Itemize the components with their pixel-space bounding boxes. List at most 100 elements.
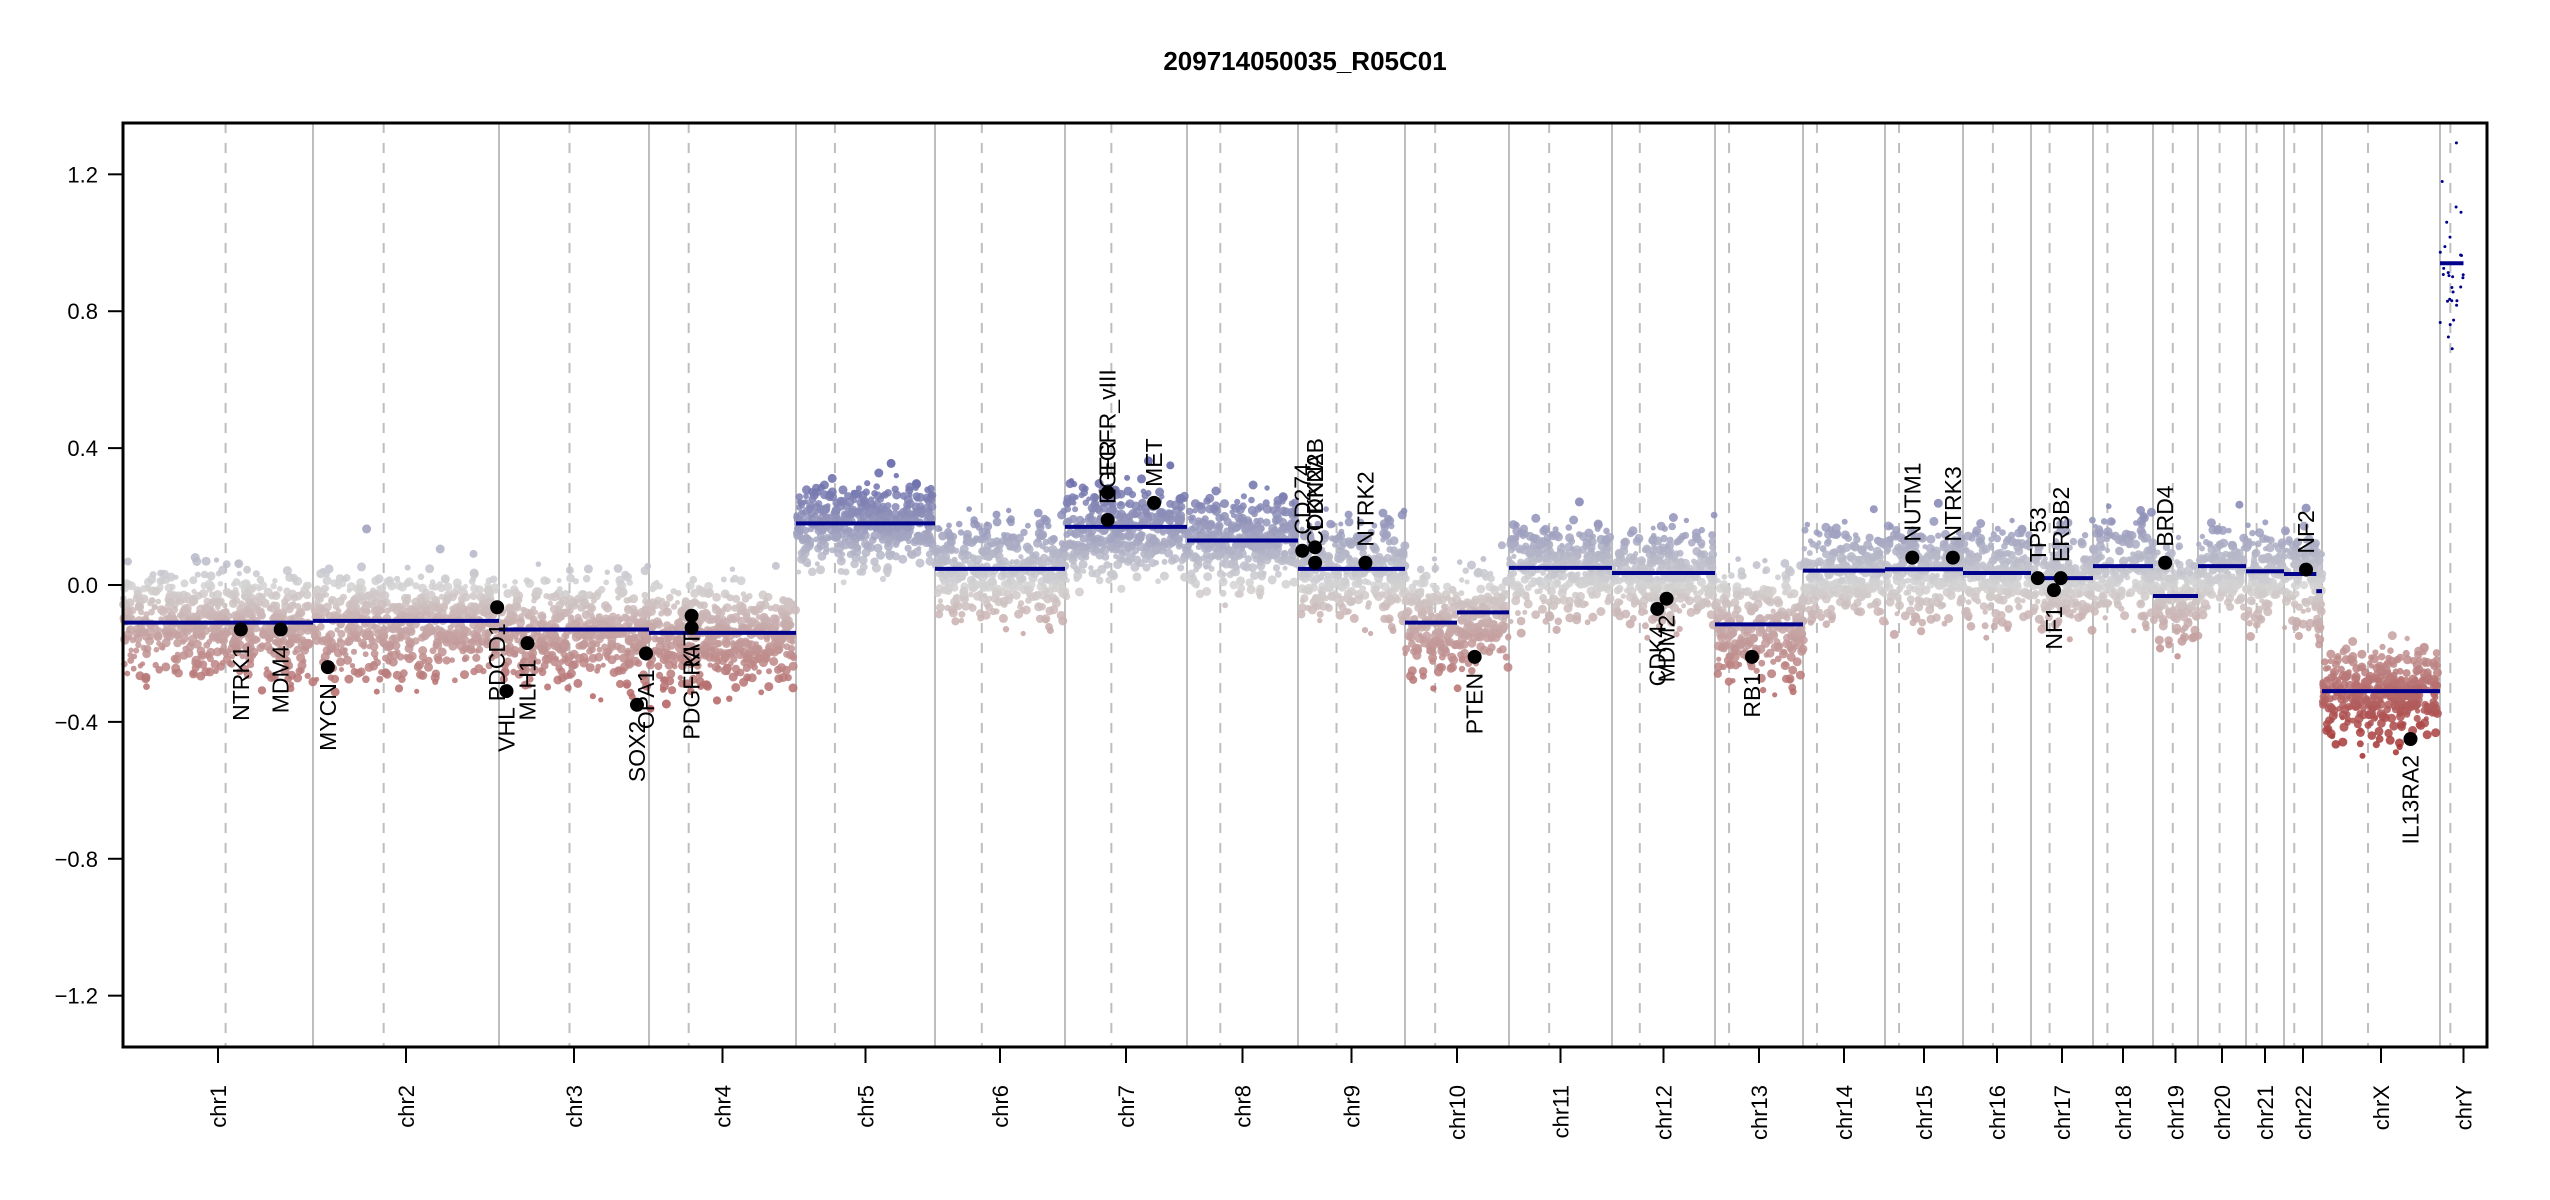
probe-point [1357, 594, 1364, 600]
probe-point [723, 617, 731, 626]
probe-point [577, 590, 587, 599]
probe-point [1460, 630, 1470, 640]
probe-point [198, 660, 208, 669]
probe-point [1456, 559, 1463, 565]
probe-point [428, 582, 437, 591]
probe-point [823, 541, 830, 548]
probe-point [1280, 510, 1287, 517]
probe-point [675, 600, 680, 605]
probe-point [843, 510, 852, 518]
probe-point [424, 597, 431, 604]
probe-point [427, 626, 437, 636]
probe-point [556, 586, 563, 592]
probe-point [539, 613, 547, 621]
probe-point [293, 645, 302, 654]
probe-point [295, 624, 302, 631]
probe-point [1196, 561, 1202, 567]
probe-point [583, 564, 593, 574]
probe-point [1301, 572, 1307, 578]
probe-point [967, 582, 973, 589]
probe-point [613, 564, 623, 573]
probe-point [700, 650, 710, 660]
probe-point [432, 596, 440, 603]
probe-point [614, 586, 624, 596]
probe-point [1480, 556, 1487, 562]
probe-point [873, 483, 880, 490]
probe-point [339, 667, 344, 672]
probe-point [1429, 582, 1436, 589]
probe-point [442, 656, 451, 665]
probe-point [436, 581, 444, 588]
probe-point [681, 652, 688, 659]
probe-point [565, 566, 574, 575]
probe-point [945, 577, 955, 587]
probe-point [283, 587, 291, 596]
probe-point [972, 536, 979, 543]
probe-point [896, 533, 906, 542]
probe-point [802, 485, 811, 495]
probe-point [808, 567, 817, 577]
probe-point [1402, 575, 1410, 583]
probe-point [344, 674, 354, 684]
probe-point [556, 578, 562, 583]
probe-point [948, 608, 958, 618]
probe-point [898, 554, 908, 564]
probe-point [141, 674, 151, 684]
probe-point [461, 592, 471, 602]
probe-point [1698, 542, 1705, 549]
probe-point [236, 604, 245, 613]
probe-point [1567, 602, 1574, 608]
probe-point [462, 583, 468, 590]
probe-point [1254, 529, 1264, 539]
probe-point [1403, 596, 1409, 602]
probe-point [1546, 555, 1554, 563]
probe-point [1594, 526, 1601, 532]
probe-point [801, 526, 810, 535]
probe-point [946, 522, 952, 529]
probe-point [871, 490, 878, 497]
probe-point [442, 597, 451, 606]
probe-point [137, 663, 144, 669]
probe-point [1514, 610, 1521, 616]
probe-point [1153, 512, 1159, 519]
probe-point [1517, 558, 1525, 567]
probe-point [1176, 514, 1185, 523]
probe-point [205, 605, 211, 610]
probe-point [557, 667, 566, 676]
probe-point [1448, 662, 1457, 672]
probe-point [411, 637, 420, 645]
probe-point [1219, 514, 1225, 521]
probe-point [271, 591, 281, 601]
probe-point [1475, 632, 1485, 642]
probe-point [763, 636, 771, 643]
probe-point [710, 653, 719, 663]
probe-point [1512, 526, 1522, 536]
probe-point [453, 607, 463, 617]
probe-point [729, 566, 736, 572]
probe-point [266, 673, 276, 682]
probe-point [870, 531, 879, 540]
probe-point [1531, 513, 1541, 523]
probe-point [835, 543, 845, 553]
probe-point [614, 666, 624, 676]
probe-point [1426, 648, 1433, 655]
probe-point [470, 602, 478, 610]
probe-point [536, 644, 543, 651]
probe-point [803, 493, 809, 500]
probe-point [380, 591, 390, 601]
probe-point [559, 596, 569, 606]
probe-point [1168, 556, 1177, 565]
probe-point [260, 598, 270, 608]
probe-point [937, 598, 944, 604]
probe-point [1148, 559, 1157, 568]
probe-point [1418, 587, 1425, 594]
probe-point [688, 674, 698, 684]
probe-point [529, 653, 537, 661]
probe-point [966, 506, 972, 512]
probe-point [1505, 633, 1512, 639]
probe-point [297, 661, 307, 670]
probe-point [1289, 577, 1299, 587]
probe-point [1187, 569, 1196, 578]
probe-point [375, 636, 382, 644]
probe-point [343, 574, 351, 582]
